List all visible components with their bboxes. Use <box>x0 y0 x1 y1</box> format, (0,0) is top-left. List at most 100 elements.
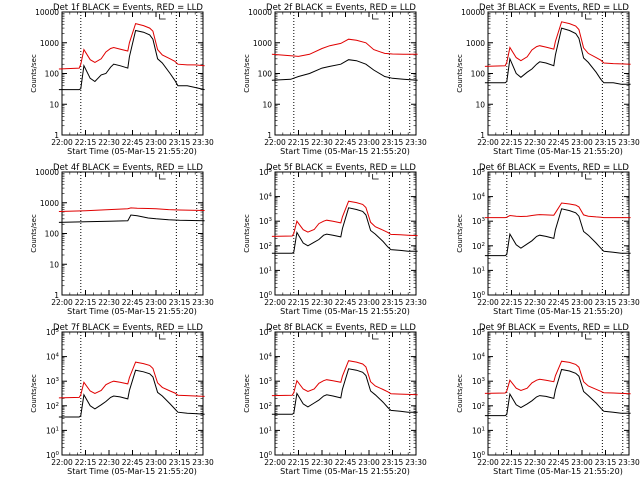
series-line-events <box>484 27 631 85</box>
x-tick-label: 23:30 <box>618 298 640 307</box>
y-axis-label: Counts/sec <box>243 54 251 93</box>
y-tick-label: 105 <box>472 168 486 177</box>
detector-panel-3: Det 3f BLACK = Events, RED = LLD 1 10 100 10… <box>456 3 640 156</box>
x-tick-label: 23:30 <box>405 458 427 467</box>
y-tick-label: 104 <box>472 353 486 362</box>
series-line-lld <box>484 202 631 219</box>
series-line-lld <box>484 360 631 395</box>
series-line-events <box>271 59 418 81</box>
x-tick-label: 23:15 <box>382 458 404 467</box>
x-tick-label: 23:30 <box>192 138 214 147</box>
panel-title: Det 2f BLACK = Events, RED = LLD <box>266 3 416 13</box>
panel-title: Det 3f BLACK = Events, RED = LLD <box>479 3 629 13</box>
x-tick-label: 23:00 <box>571 138 593 147</box>
plot-frame <box>487 331 630 456</box>
y-tick-label: 103 <box>472 217 486 226</box>
x-tick-label: 22:15 <box>288 458 310 467</box>
y-tick-label: 1000 <box>40 39 59 48</box>
x-tick-label: 22:00 <box>51 298 73 307</box>
detector-panel-6: Det 6f BLACK = Events, RED = LLD 100 101 10… <box>456 163 640 316</box>
x-tick-label: 22:15 <box>501 298 523 307</box>
plot-frame <box>61 171 204 296</box>
series-line-events <box>484 368 631 417</box>
x-tick-label: 22:45 <box>548 138 570 147</box>
x-tick-label: 23:00 <box>145 458 167 467</box>
x-tick-label: 22:45 <box>122 298 144 307</box>
y-tick-label: 103 <box>259 217 273 226</box>
x-tick-label: 22:15 <box>75 298 97 307</box>
x-tick-label: 22:15 <box>288 138 310 147</box>
series-line-events <box>271 368 418 415</box>
x-tick-label: 22:30 <box>311 138 333 147</box>
interval-bracket-mark <box>159 174 166 180</box>
y-axis-label: Counts/sec <box>456 214 464 253</box>
x-axis-label: Start Time (05-Mar-15 21:55:20) <box>493 147 623 156</box>
y-tick-label: 10000 <box>35 168 59 177</box>
y-tick-label: 104 <box>259 193 273 202</box>
x-tick-label: 23:15 <box>382 298 404 307</box>
y-tick-label: 10 <box>49 260 59 269</box>
x-tick-label: 23:15 <box>595 298 617 307</box>
series-line-events <box>484 208 631 257</box>
x-tick-label: 22:30 <box>98 138 120 147</box>
x-axis-label: Start Time (05-Mar-15 21:55:20) <box>67 467 197 476</box>
x-axis-label: Start Time (05-Mar-15 21:55:20) <box>493 467 623 476</box>
y-tick-label: 100 <box>259 451 273 460</box>
x-tick-label: 22:00 <box>51 458 73 467</box>
x-tick-label: 22:30 <box>311 298 333 307</box>
interval-bracket-mark <box>372 174 379 180</box>
x-tick-label: 23:30 <box>192 458 214 467</box>
x-tick-label: 22:30 <box>524 458 546 467</box>
y-axis-label: Counts/sec <box>30 374 38 413</box>
x-axis-label: Start Time (05-Mar-15 21:55:20) <box>280 147 410 156</box>
interval-bracket-mark <box>372 14 379 20</box>
detector-panel-9: Det 9f BLACK = Events, RED = LLD 100 101 10… <box>456 323 640 476</box>
detector-panel-8: Det 8f BLACK = Events, RED = LLD 100 101 10… <box>243 323 427 476</box>
y-tick-label: 100 <box>46 451 60 460</box>
panel-title: Det 1f BLACK = Events, RED = LLD <box>53 3 203 13</box>
y-tick-label: 100 <box>45 70 60 79</box>
y-tick-label: 103 <box>472 377 486 386</box>
x-tick-label: 23:30 <box>405 298 427 307</box>
x-tick-label: 23:00 <box>571 458 593 467</box>
x-tick-label: 22:15 <box>288 298 310 307</box>
y-axis-label: Counts/sec <box>243 214 251 253</box>
x-tick-label: 23:00 <box>145 138 167 147</box>
y-tick-label: 103 <box>46 377 60 386</box>
y-tick-label: 102 <box>46 402 59 411</box>
y-tick-label: 104 <box>472 193 486 202</box>
y-tick-label: 100 <box>471 70 486 79</box>
x-axis-label: Start Time (05-Mar-15 21:55:20) <box>280 467 410 476</box>
y-tick-label: 10 <box>475 100 485 109</box>
interval-bracket-mark <box>372 334 379 340</box>
x-tick-label: 23:15 <box>595 458 617 467</box>
x-tick-label: 23:30 <box>192 298 214 307</box>
panel-title: Det 7f BLACK = Events, RED = LLD <box>53 323 203 333</box>
series-line-lld <box>58 23 205 70</box>
x-tick-label: 23:15 <box>169 138 191 147</box>
detector-panel-4: Det 4f BLACK = Events, RED = LLD 1 10 100 10… <box>30 163 214 316</box>
y-tick-label: 105 <box>46 328 60 337</box>
series-line-events <box>58 29 205 91</box>
y-tick-label: 102 <box>259 242 272 251</box>
x-tick-label: 23:00 <box>358 298 380 307</box>
y-tick-label: 105 <box>472 328 486 337</box>
y-tick-label: 102 <box>472 242 485 251</box>
plot-frame <box>487 171 630 296</box>
y-axis-label: Counts/sec <box>243 374 251 413</box>
plot-frame <box>274 171 417 296</box>
y-tick-label: 100 <box>258 70 273 79</box>
series-line-events <box>58 369 205 418</box>
series-line-lld <box>58 361 205 399</box>
x-tick-label: 22:45 <box>335 458 357 467</box>
x-tick-label: 23:15 <box>169 458 191 467</box>
series-line-events <box>58 214 205 223</box>
x-axis-label: Start Time (05-Mar-15 21:55:20) <box>493 307 623 316</box>
x-axis-label: Start Time (05-Mar-15 21:55:20) <box>67 307 197 316</box>
y-tick-label: 102 <box>472 402 485 411</box>
y-tick-label: 10 <box>49 100 59 109</box>
y-axis-label: Counts/sec <box>456 54 464 93</box>
x-tick-label: 23:00 <box>358 458 380 467</box>
interval-bracket-mark <box>159 334 166 340</box>
